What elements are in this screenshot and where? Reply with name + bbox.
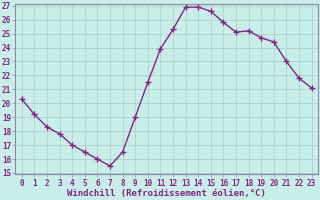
- X-axis label: Windchill (Refroidissement éolien,°C): Windchill (Refroidissement éolien,°C): [67, 189, 266, 198]
